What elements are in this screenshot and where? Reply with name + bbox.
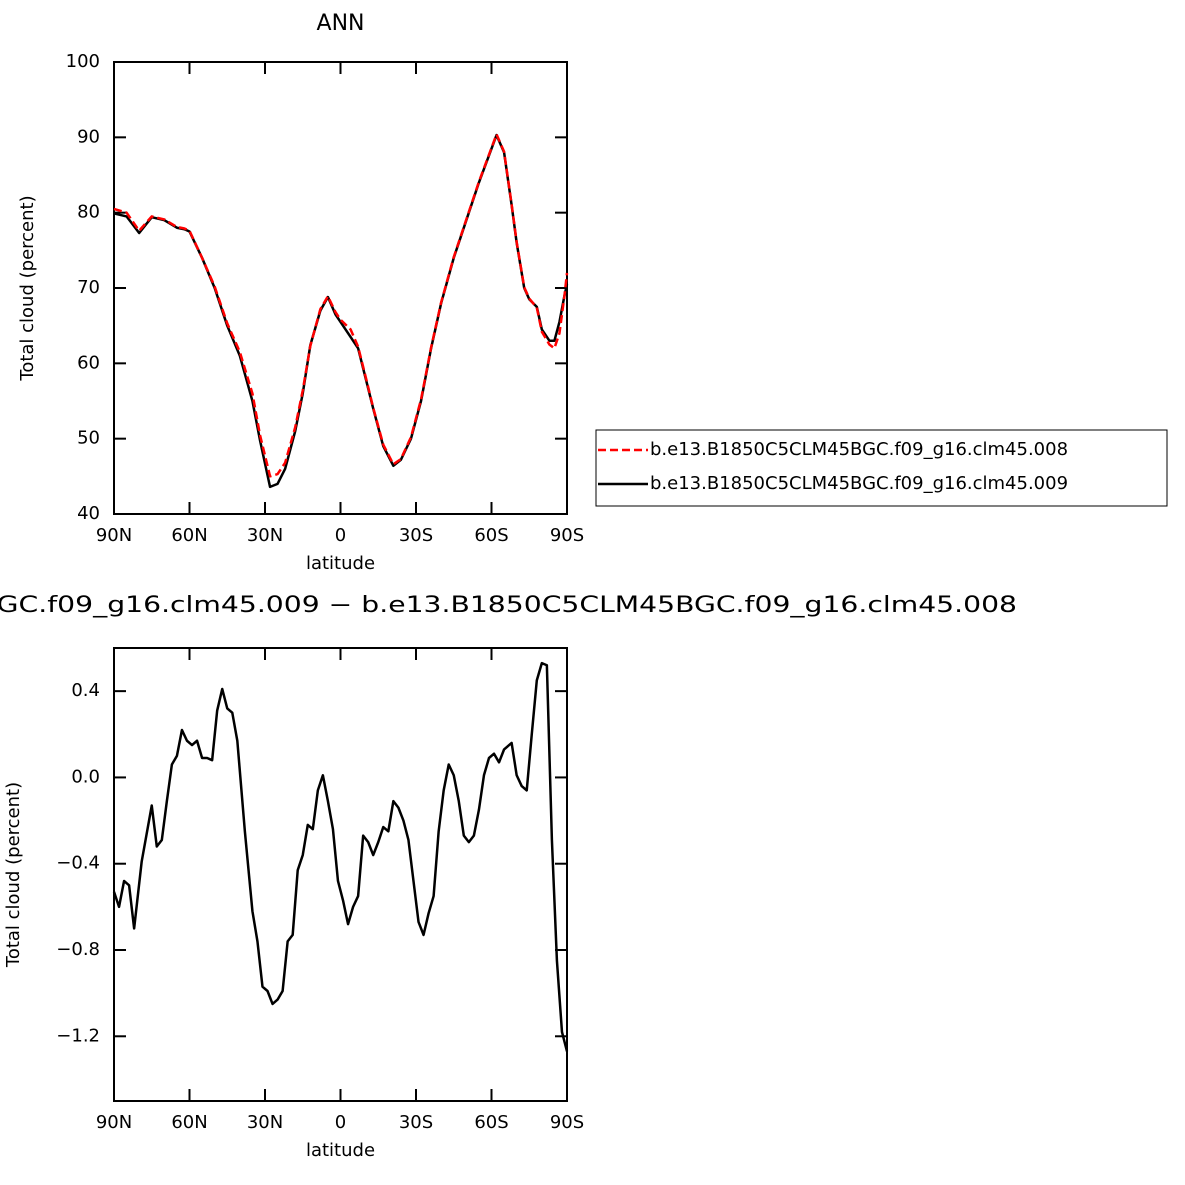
y-tick-label: 60	[77, 352, 100, 373]
legend-label: b.e13.B1850C5CLM45BGC.f09_g16.clm45.008	[650, 439, 1068, 460]
y-axis-label: Total cloud (percent)	[17, 195, 38, 381]
data-line	[112, 661, 569, 1052]
legend-box	[595, 429, 1168, 507]
y-tick-label: 40	[77, 503, 100, 524]
x-tick-label: 60S	[474, 525, 508, 546]
x-tick-label: 90S	[550, 525, 584, 546]
chart-title: ANN	[317, 11, 365, 36]
x-axis-label: latitude	[306, 1140, 375, 1161]
y-tick-label: 80	[77, 202, 100, 223]
x-tick-label: 60N	[171, 525, 207, 546]
x-tick-label: 90N	[96, 1112, 132, 1133]
x-tick-label: 60S	[474, 1112, 508, 1133]
legend-label: b.e13.B1850C5CLM45BGC.f09_g16.clm45.009	[650, 473, 1068, 494]
chart-title: b.e13.B1850C5CLM45BGC.f09_g16.clm45.009 …	[0, 593, 1017, 618]
y-tick-label: 0.4	[71, 680, 100, 701]
x-tick-label: 30S	[399, 1112, 433, 1133]
y-tick-label: 100	[66, 51, 100, 72]
y-tick-label: 70	[77, 277, 100, 298]
y-tick-label: 50	[77, 428, 100, 449]
x-tick-label: 0	[335, 1112, 346, 1133]
x-tick-label: 30N	[247, 525, 283, 546]
x-tick-label: 90N	[96, 525, 132, 546]
x-tick-label: 30S	[399, 525, 433, 546]
x-axis-label: latitude	[306, 553, 375, 574]
x-tick-label: 0	[335, 525, 346, 546]
x-tick-label: 60N	[171, 1112, 207, 1133]
y-tick-label: −0.4	[56, 853, 100, 874]
data-line	[113, 133, 569, 489]
plot-frame	[113, 61, 568, 515]
x-tick-label: 30N	[247, 1112, 283, 1133]
y-tick-label: 0.0	[71, 766, 100, 787]
x-tick-label: 90S	[550, 1112, 584, 1133]
y-axis-label: Total cloud (percent)	[3, 782, 24, 968]
y-tick-label: 90	[77, 126, 100, 147]
y-tick-label: −0.8	[56, 939, 100, 960]
data-line	[113, 133, 569, 478]
plot-frame	[113, 647, 568, 1102]
y-tick-label: −1.2	[56, 1025, 100, 1046]
